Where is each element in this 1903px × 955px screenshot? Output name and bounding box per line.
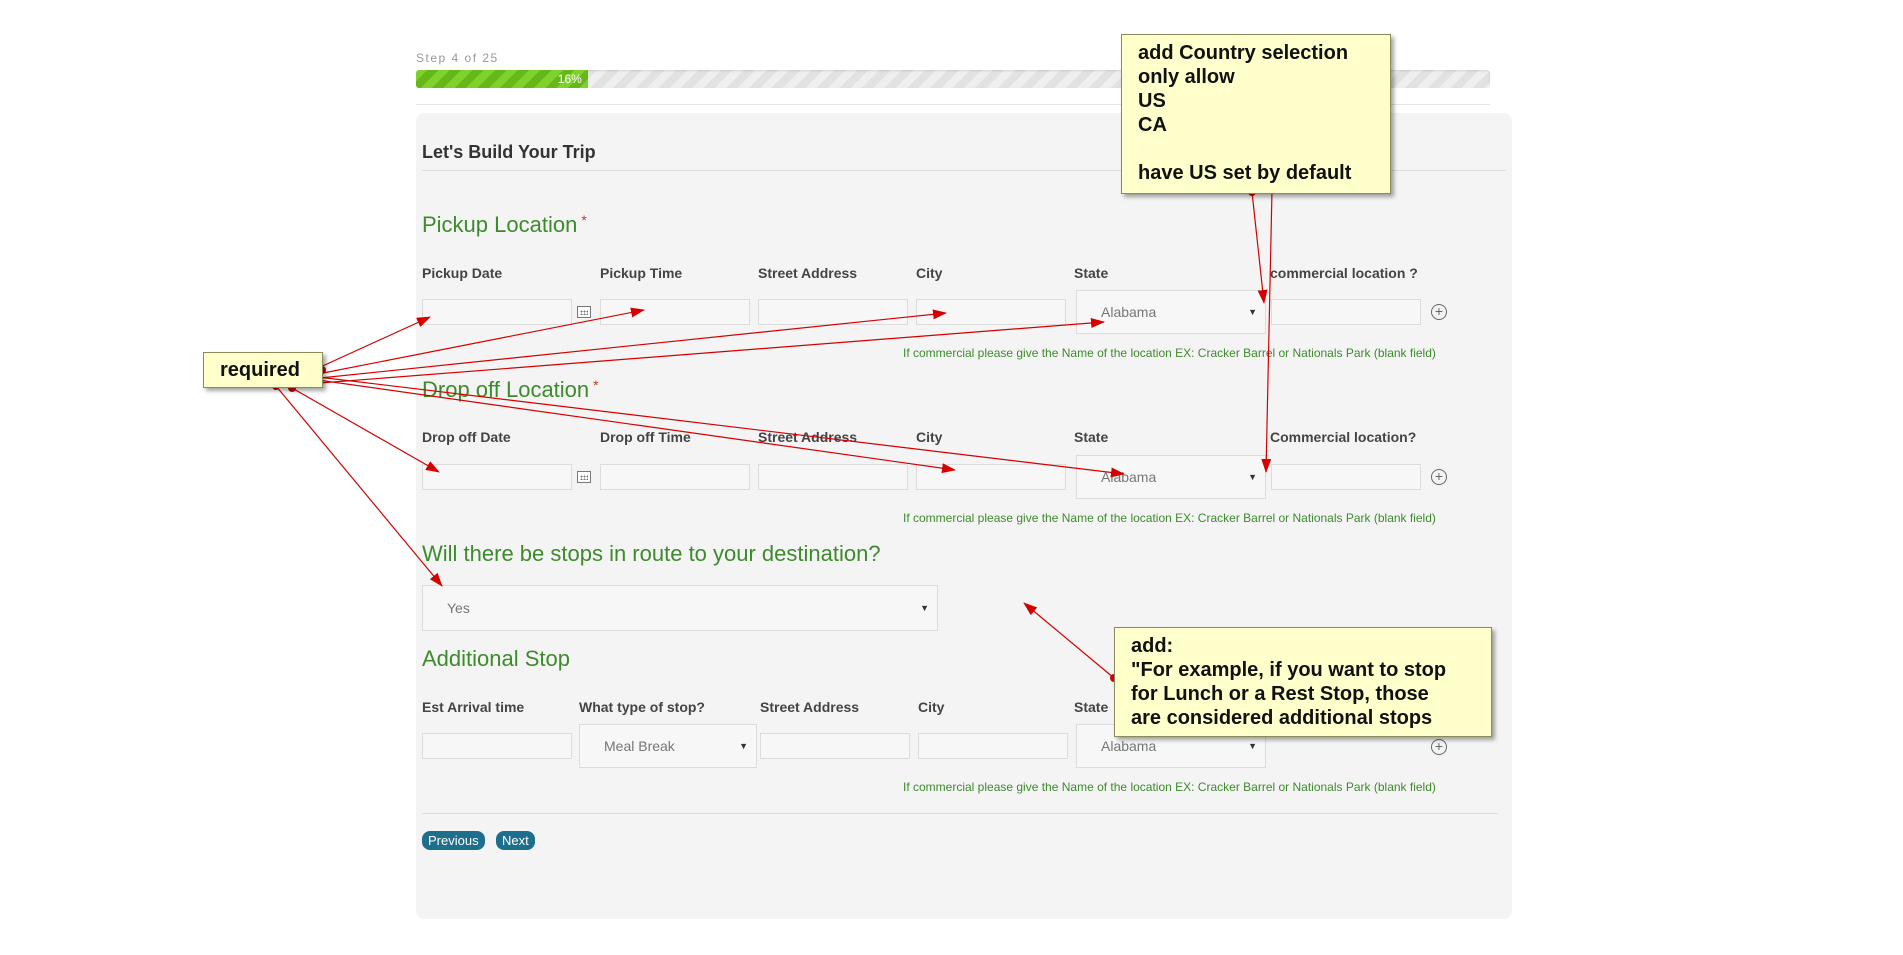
divider (416, 104, 1490, 105)
pickup-city-label: City (916, 265, 943, 281)
pickup-commercial-input[interactable] (1271, 299, 1421, 325)
additional-street-input[interactable] (760, 733, 910, 759)
stops-question: Will there be stops in route to your des… (422, 541, 881, 566)
pickup-commercial-label: commercial location ? (1270, 265, 1418, 281)
additional-city-label: City (918, 699, 945, 715)
form-title: Let's Build Your Trip (422, 142, 596, 162)
chevron-down-icon: ▼ (1248, 307, 1257, 317)
dropoff-street-label: Street Address (758, 429, 858, 445)
progress-percent: 16% (557, 72, 582, 86)
previous-button[interactable]: Previous (422, 831, 485, 850)
add-circle-icon[interactable]: + (1431, 739, 1447, 755)
divider (422, 813, 1498, 814)
form-panel (416, 113, 1512, 919)
stop-type-value: Meal Break (604, 738, 675, 754)
arrival-time-label: Est Arrival time (422, 699, 525, 715)
pickup-city-input[interactable] (916, 299, 1066, 325)
stop-type-select[interactable]: Meal Break ▼ (579, 724, 757, 768)
add-circle-icon[interactable]: + (1431, 469, 1447, 485)
progress-bar-fill: 16% (416, 70, 588, 88)
dropoff-state-value: Alabama (1101, 469, 1157, 485)
pickup-time-label: Pickup Time (600, 265, 683, 281)
additional-state-value: Alabama (1101, 738, 1157, 754)
additional-city-input[interactable] (918, 733, 1068, 759)
additional-state-label: State (1074, 699, 1109, 715)
pickup-street-input[interactable] (758, 299, 908, 325)
next-button[interactable]: Next (496, 831, 535, 850)
pickup-time-input[interactable] (600, 299, 750, 325)
dropoff-time-label: Drop off Time (600, 429, 691, 445)
dropoff-section-title: Drop off Location * (422, 377, 599, 403)
progress-step-label: Step 4 of 25 (416, 51, 499, 65)
dropoff-title-text: Drop off Location (422, 377, 590, 402)
dropoff-city-label: City (916, 429, 943, 445)
arrival-time-input[interactable] (422, 733, 572, 759)
stop-type-label: What type of stop? (579, 699, 705, 715)
chevron-down-icon: ▼ (920, 603, 929, 613)
pickup-state-select[interactable]: Alabama ▼ (1076, 290, 1266, 334)
dropoff-date-label: Drop off Date (422, 429, 511, 445)
pickup-state-value: Alabama (1101, 304, 1157, 320)
additional-street-label: Street Address (760, 699, 860, 715)
stops-select[interactable]: Yes ▼ (422, 585, 938, 631)
additional-commercial-hint: If commercial please give the Name of th… (903, 780, 1436, 794)
dropoff-date-input[interactable] (422, 464, 572, 490)
pickup-commercial-hint: If commercial please give the Name of th… (903, 346, 1436, 360)
dropoff-commercial-label: Commercial location? (1270, 429, 1417, 445)
pickup-state-label: State (1074, 265, 1109, 281)
additional-stop-title: Additional Stop (422, 646, 570, 671)
dropoff-city-input[interactable] (916, 464, 1066, 490)
dropoff-commercial-hint: If commercial please give the Name of th… (903, 511, 1436, 525)
pickup-date-label: Pickup Date (422, 265, 503, 281)
chevron-down-icon: ▼ (739, 741, 748, 751)
annotation-note-stops: add: "For example, if you want to stop f… (1114, 627, 1492, 737)
pickup-title-text: Pickup Location (422, 212, 578, 237)
stops-value: Yes (447, 600, 470, 616)
annotation-note-country: add Country selection only allow US CA h… (1121, 34, 1391, 194)
chevron-down-icon: ▼ (1248, 472, 1257, 482)
pickup-section-title: Pickup Location * (422, 212, 587, 238)
divider (422, 170, 1506, 171)
calendar-icon[interactable] (577, 471, 591, 483)
pickup-street-label: Street Address (758, 265, 858, 281)
dropoff-state-select[interactable]: Alabama ▼ (1076, 455, 1266, 499)
dropoff-state-label: State (1074, 429, 1109, 445)
calendar-icon[interactable] (577, 306, 591, 318)
required-asterisk: * (581, 212, 587, 228)
dropoff-commercial-input[interactable] (1271, 464, 1421, 490)
dropoff-time-input[interactable] (600, 464, 750, 490)
required-asterisk: * (593, 377, 599, 393)
chevron-down-icon: ▼ (1248, 741, 1257, 751)
pickup-date-input[interactable] (422, 299, 572, 325)
dropoff-street-input[interactable] (758, 464, 908, 490)
annotation-arrow (315, 316, 431, 370)
annotation-note-required: required (203, 352, 323, 388)
add-circle-icon[interactable]: + (1431, 304, 1447, 320)
